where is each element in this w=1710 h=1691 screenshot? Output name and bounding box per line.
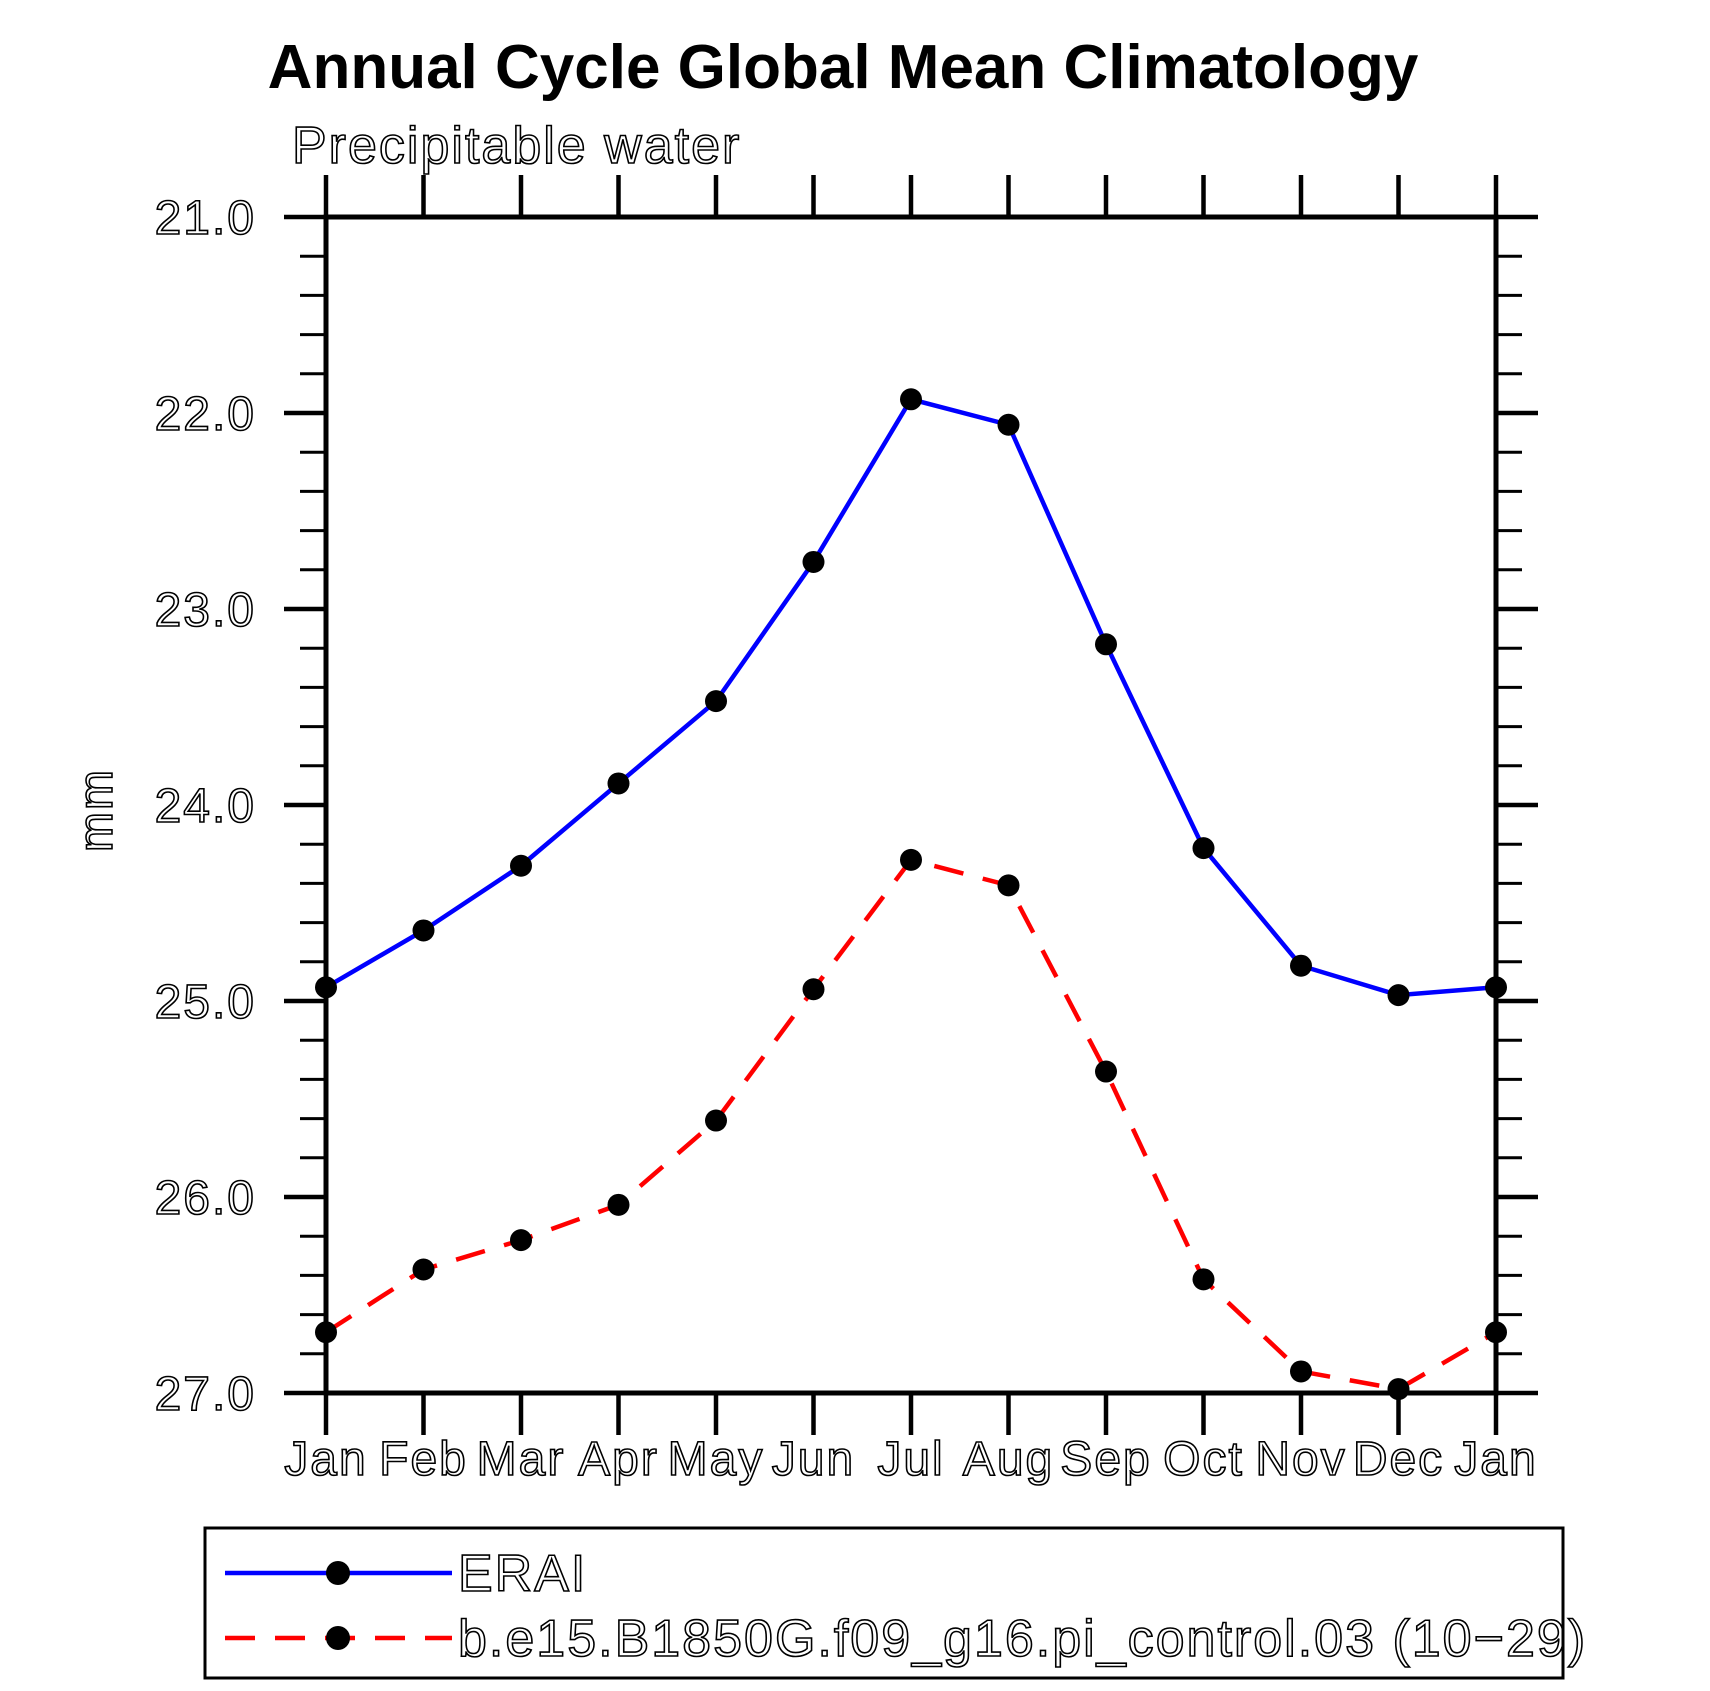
data-point-marker [1095,1060,1117,1083]
data-point-marker [412,1258,435,1281]
data-point-marker [705,690,727,713]
y-tick-label: 21.0 [155,192,256,245]
data-point-marker [900,388,922,411]
plot-series [315,388,1507,1401]
data-point-marker [315,976,337,999]
data-point-marker [1485,1321,1507,1344]
x-tick-label: Nov [1255,1433,1346,1486]
data-point-marker [1485,976,1507,999]
y-tick-label: 27.0 [155,1368,256,1421]
y-axis-label: mm [70,768,123,852]
legend-item-erai: ERAI [225,1544,587,1604]
x-tick-label: Mar [477,1433,566,1486]
x-tick-label: Sep [1060,1433,1151,1486]
data-point-marker [900,848,922,871]
x-tick-label: Feb [379,1433,468,1486]
x-tick-label: Apr [578,1433,659,1486]
x-tick-label: Jan [1454,1433,1537,1486]
data-point-marker [1387,1378,1410,1401]
data-point-marker [412,919,435,942]
data-point-marker [705,1109,727,1132]
y-tick-label: 24.0 [155,780,256,833]
data-point-marker [1095,633,1117,656]
legend: ERAI b.e15.B1850G.f09_g16.pi_control.03 … [203,1526,1587,1680]
series-line-solid [324,396,1497,998]
data-point-marker [607,772,630,795]
data-point-marker [607,1193,630,1216]
y-tick-label: 23.0 [155,584,256,637]
data-point-marker [802,550,825,573]
data-point-marker [1192,837,1215,860]
chart-subtitle: Precipitable water [292,117,741,175]
legend-item-model: b.e15.B1850G.f09_g16.pi_control.03 (10−2… [225,1609,1587,1669]
chart-title: Annual Cycle Global Mean Climatology [268,33,1419,102]
data-point-marker [1387,984,1410,1007]
data-point-marker [997,874,1020,897]
data-point-marker [1290,1360,1312,1383]
x-tick-label: May [668,1433,765,1486]
data-point-marker [802,978,825,1001]
legend-label-model: b.e15.B1850G.f09_g16.pi_control.03 (10−2… [458,1610,1587,1668]
data-point-marker [510,1229,532,1252]
y-tick-label: 22.0 [155,388,256,441]
x-tick-label: Jun [772,1433,855,1486]
legend-box [203,1526,1565,1680]
x-tick-label: Jan [284,1433,367,1486]
data-point-marker [510,854,532,877]
data-point-marker [1290,954,1312,977]
legend-label-erai: ERAI [458,1545,587,1603]
x-tick-label: Oct [1163,1433,1244,1486]
x-tick-label: Aug [963,1433,1054,1486]
x-tick-label: Jul [877,1433,944,1486]
legend-marker-dot [326,1561,350,1585]
x-tick-label: Dec [1353,1433,1444,1486]
y-tick-label: 25.0 [155,976,256,1029]
y-tick-label: 26.0 [155,1172,256,1225]
data-point-marker [997,413,1020,436]
legend-marker-dot [326,1626,350,1650]
series-line-dashed [324,857,1498,1392]
data-point-marker [1192,1268,1215,1291]
data-point-marker [315,1321,337,1344]
